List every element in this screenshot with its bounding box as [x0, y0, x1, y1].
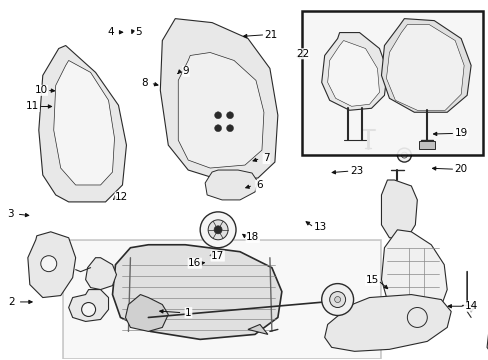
- Polygon shape: [486, 278, 488, 360]
- Polygon shape: [205, 170, 258, 200]
- Circle shape: [41, 256, 57, 272]
- Polygon shape: [112, 245, 281, 339]
- Text: 13: 13: [313, 222, 326, 232]
- Text: 1: 1: [185, 308, 191, 318]
- Bar: [419, 141, 434, 149]
- Text: 18: 18: [245, 232, 259, 242]
- Circle shape: [200, 212, 236, 248]
- Polygon shape: [28, 232, 76, 298]
- Text: 10: 10: [34, 85, 47, 95]
- Circle shape: [407, 307, 427, 328]
- Text: 6: 6: [255, 180, 262, 190]
- Text: 21: 21: [264, 30, 277, 40]
- Circle shape: [401, 152, 407, 158]
- Text: 16: 16: [188, 258, 201, 268]
- Circle shape: [226, 125, 233, 132]
- Bar: [62, 240, 381, 359]
- Circle shape: [214, 112, 221, 119]
- Text: 23: 23: [349, 166, 363, 176]
- Circle shape: [81, 302, 95, 316]
- Text: 8: 8: [141, 78, 148, 88]
- Circle shape: [334, 297, 340, 302]
- Polygon shape: [85, 258, 116, 289]
- Polygon shape: [54, 60, 114, 185]
- Polygon shape: [321, 32, 386, 110]
- Text: 5: 5: [135, 27, 142, 37]
- Text: 7: 7: [263, 153, 269, 163]
- Text: 11: 11: [26, 102, 39, 112]
- Text: 2: 2: [8, 297, 15, 307]
- Polygon shape: [381, 19, 470, 112]
- Text: 15: 15: [365, 275, 378, 285]
- Text: 20: 20: [454, 164, 467, 174]
- Polygon shape: [381, 230, 447, 321]
- Text: 12: 12: [115, 192, 128, 202]
- Polygon shape: [324, 294, 450, 351]
- Polygon shape: [178, 53, 264, 168]
- Circle shape: [397, 148, 410, 162]
- Circle shape: [226, 112, 233, 119]
- Polygon shape: [386, 24, 463, 110]
- Circle shape: [321, 284, 353, 315]
- Text: 14: 14: [464, 301, 477, 311]
- Polygon shape: [160, 19, 277, 180]
- Polygon shape: [125, 294, 168, 332]
- Polygon shape: [247, 324, 267, 334]
- Polygon shape: [39, 45, 126, 202]
- Text: 17: 17: [211, 251, 224, 261]
- Polygon shape: [381, 180, 416, 238]
- Text: 19: 19: [454, 129, 467, 138]
- Polygon shape: [68, 289, 108, 321]
- Text: 9: 9: [183, 66, 189, 76]
- Bar: [301, 11, 482, 155]
- Polygon shape: [327, 41, 379, 106]
- Text: 4: 4: [107, 27, 114, 37]
- Text: 22: 22: [296, 49, 309, 59]
- Circle shape: [208, 220, 227, 240]
- Circle shape: [329, 292, 345, 307]
- Circle shape: [214, 125, 221, 132]
- Text: 3: 3: [7, 209, 14, 219]
- Circle shape: [214, 226, 222, 234]
